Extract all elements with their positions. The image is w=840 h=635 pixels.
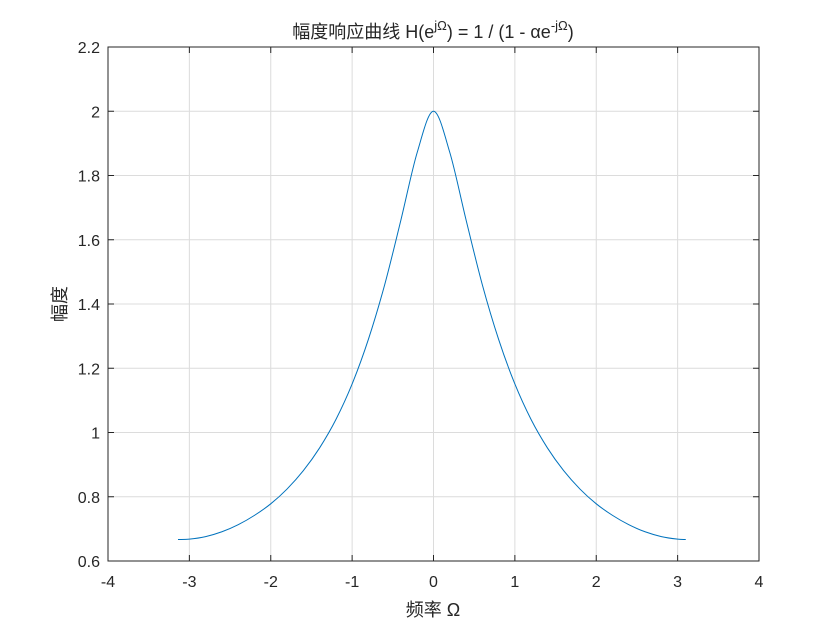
y-axis-label: 幅度 <box>50 286 70 322</box>
y-tick-label: 2 <box>91 104 100 121</box>
grid <box>107 46 760 562</box>
x-tick-label: 2 <box>592 574 601 591</box>
x-tick-label: -4 <box>101 574 115 591</box>
y-tick-label: 2.2 <box>78 40 100 57</box>
y-tick-label: 1 <box>91 426 100 443</box>
x-tick-label: -2 <box>264 574 278 591</box>
y-tick-label: 1.2 <box>78 361 100 378</box>
x-tick-label: 0 <box>429 574 438 591</box>
x-tick-label: 3 <box>673 574 682 591</box>
y-tick-label: 1.6 <box>78 233 100 250</box>
chart-title-prefix: 幅度响应曲线 H(e <box>292 22 434 42</box>
x-tick-labels: -4 -3 -2 -1 0 1 2 3 4 <box>101 574 764 591</box>
chart-title-superscript-2: -jΩ <box>551 18 568 33</box>
x-tick-label: 4 <box>755 574 764 591</box>
y-tick-label: 1.4 <box>78 297 100 314</box>
x-tick-label: -3 <box>182 574 196 591</box>
y-tick-label: 0.6 <box>78 554 100 571</box>
x-tick-label: 1 <box>510 574 519 591</box>
ticks <box>107 46 760 562</box>
y-tick-label: 1.8 <box>78 169 100 186</box>
chart-title-superscript-1: jΩ <box>433 18 447 33</box>
x-axis-label: 频率 Ω <box>406 600 460 620</box>
chart-title-middle: ) = 1 / (1 - αe <box>447 22 551 42</box>
series-line <box>177 110 686 540</box>
y-tick-labels: 0.6 0.8 1 1.2 1.4 1.6 1.8 2 2.2 <box>78 40 100 571</box>
y-tick-label: 0.8 <box>78 490 100 507</box>
chart-title: 幅度响应曲线 H(ejΩ) = 1 / (1 - αe-jΩ) <box>292 18 574 42</box>
chart-title-suffix: ) <box>568 22 574 42</box>
x-tick-label: -1 <box>345 574 359 591</box>
